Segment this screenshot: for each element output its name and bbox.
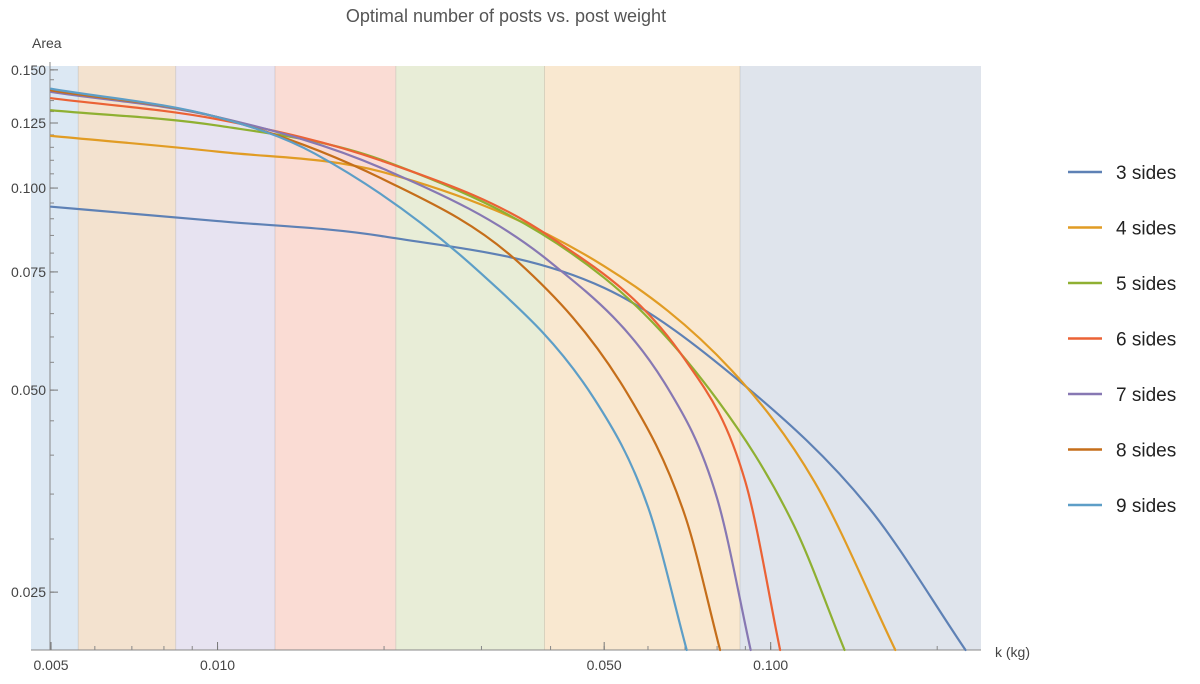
series-line-6-sides (49, 97, 782, 652)
y-tick-label: 0.075 (11, 264, 46, 280)
y-tick-label: 0.025 (11, 584, 46, 600)
legend-label-7-sides: 7 sides (1116, 385, 1176, 406)
background-bands (31, 66, 981, 650)
background-band-6 (544, 66, 740, 650)
x-tick-label: 0.100 (753, 657, 788, 673)
y-axis-label: Area (32, 35, 62, 51)
legend: 3 sides 4 sides 5 sides 6 sides 7 sides 8 sid… (1068, 163, 1176, 517)
series-line-3-sides (49, 205, 967, 652)
legend-label-8-sides: 8 sides (1116, 441, 1176, 462)
y-tick-label: 0.100 (11, 180, 46, 196)
background-band-3 (175, 66, 275, 650)
series-line-5-sides (49, 109, 846, 652)
legend-label-6-sides: 6 sides (1116, 330, 1176, 351)
legend-label-5-sides: 5 sides (1116, 274, 1176, 295)
y-tick-label: 0.050 (11, 382, 46, 398)
chart-title: Optimal number of posts vs. post weight (346, 6, 666, 26)
y-tick-label: 0.150 (11, 62, 46, 78)
legend-label-4-sides: 4 sides (1116, 219, 1176, 240)
series-line-4-sides (49, 134, 897, 652)
x-tick-label: 0.050 (587, 657, 622, 673)
x-axis-label: k (kg) (995, 644, 1030, 660)
y-tick-label: 0.125 (11, 115, 46, 131)
legend-label-9-sides: 9 sides (1116, 496, 1176, 517)
legend-label-3-sides: 3 sides (1116, 163, 1176, 184)
background-band-5 (395, 66, 545, 650)
background-band-4 (274, 66, 396, 650)
series-lines (49, 87, 967, 652)
series-line-9-sides (49, 87, 688, 652)
background-band-1 (31, 66, 79, 650)
background-band-7 (739, 66, 981, 650)
background-band-2 (78, 66, 176, 650)
x-tick-label: 0.005 (34, 657, 69, 673)
x-tick-label: 0.010 (200, 657, 235, 673)
